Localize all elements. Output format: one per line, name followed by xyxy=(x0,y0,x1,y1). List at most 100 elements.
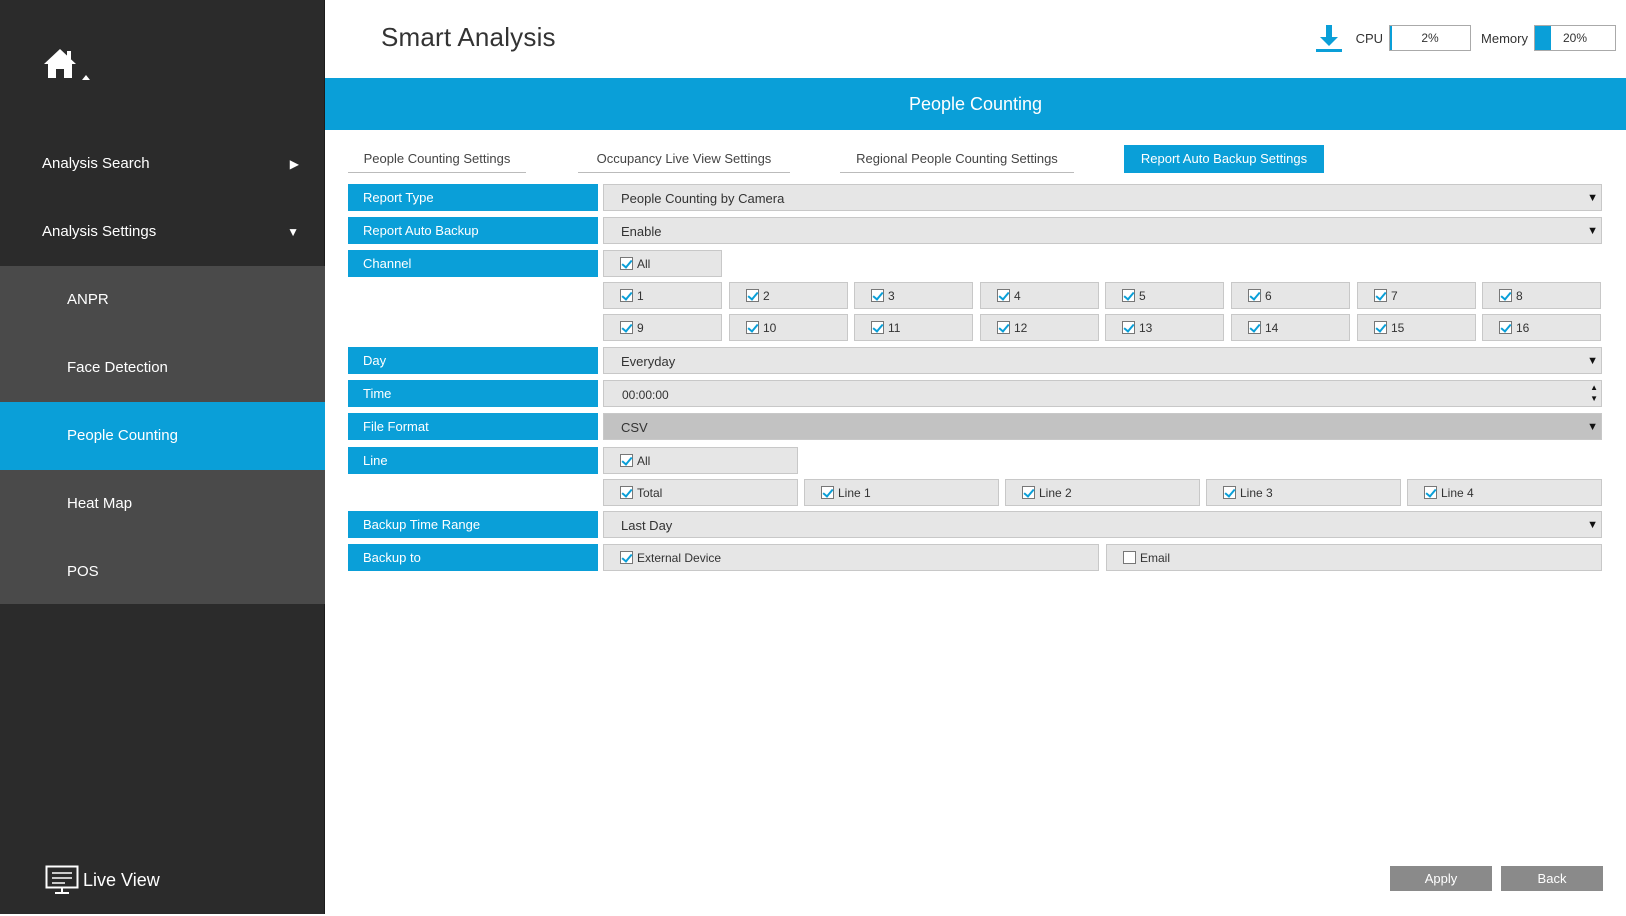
monitor-icon xyxy=(45,865,79,894)
checkbox-label: All xyxy=(637,453,651,468)
page-title: Smart Analysis xyxy=(381,22,556,52)
sidebar-item-analysis-search[interactable]: Analysis Search ▶ xyxy=(0,130,325,198)
cpu-meter: 2% xyxy=(1389,25,1472,51)
resource-monitor: CPU 2% Memory 20% xyxy=(1314,24,1616,52)
line-option-1-checkbox[interactable]: Line 1 xyxy=(804,479,999,506)
channel-6-checkbox[interactable]: 6 xyxy=(1231,282,1350,309)
file-format-label: File Format xyxy=(348,413,598,440)
checkbox-checked-icon xyxy=(1122,321,1135,334)
channel-2-checkbox[interactable]: 2 xyxy=(729,282,848,309)
memory-meter-fill xyxy=(1535,26,1551,50)
tab-report-auto-backup-settings[interactable]: Report Auto Backup Settings xyxy=(1124,145,1324,173)
checkbox-label: 4 xyxy=(1014,288,1021,303)
spinner-icon[interactable]: ▲ ▼ xyxy=(1590,383,1598,403)
sidebar-item-analysis-settings[interactable]: Analysis Settings ▼ xyxy=(0,198,325,266)
sidebar-item-label: Face Detection xyxy=(67,359,168,376)
report-auto-backup-select[interactable]: Enable ▼ xyxy=(603,217,1602,244)
line-option-2-checkbox[interactable]: Line 2 xyxy=(1005,479,1200,506)
sidebar-item-label: Heat Map xyxy=(67,495,133,512)
channel-9-checkbox[interactable]: 9 xyxy=(603,314,722,341)
checkbox-checked-icon xyxy=(620,321,633,334)
line-option-total-checkbox[interactable]: Total xyxy=(603,479,798,506)
sidebar-item-pos[interactable]: POS xyxy=(0,538,325,606)
live-view-label: Live View xyxy=(83,869,160,890)
file-format-value: CSV xyxy=(621,420,648,435)
channel-13-checkbox[interactable]: 13 xyxy=(1105,314,1224,341)
checkbox-checked-icon xyxy=(997,289,1010,302)
checkbox-label: 1 xyxy=(637,288,644,303)
line-all-checkbox[interactable]: All xyxy=(603,447,798,474)
channel-all-checkbox[interactable]: All xyxy=(603,250,722,277)
channel-15-checkbox[interactable]: 15 xyxy=(1357,314,1476,341)
checkbox-checked-icon xyxy=(1374,321,1387,334)
channel-16-checkbox[interactable]: 16 xyxy=(1482,314,1601,341)
sidebar-item-heat-map[interactable]: Heat Map xyxy=(0,470,325,538)
time-input[interactable]: 00:00:00 ▲ ▼ xyxy=(603,380,1602,407)
tab-occupancy-live-view-settings[interactable]: Occupancy Live View Settings xyxy=(578,145,790,173)
dropdown-arrow-icon: ▼ xyxy=(1587,355,1598,367)
sidebar-item-label: People Counting xyxy=(67,427,178,444)
download-icon[interactable] xyxy=(1314,23,1344,53)
dropdown-arrow-icon: ▼ xyxy=(1587,225,1598,237)
home-icon[interactable] xyxy=(42,46,94,86)
channel-5-checkbox[interactable]: 5 xyxy=(1105,282,1224,309)
backup-time-range-select[interactable]: Last Day ▼ xyxy=(603,511,1602,538)
channel-7-checkbox[interactable]: 7 xyxy=(1357,282,1476,309)
memory-meter: 20% xyxy=(1534,25,1616,51)
checkbox-label: 11 xyxy=(888,320,901,335)
back-button[interactable]: Back xyxy=(1501,866,1603,891)
time-value: 00:00:00 xyxy=(622,388,669,402)
checkbox-label: 2 xyxy=(763,288,770,303)
report-type-select[interactable]: People Counting by Camera ▼ xyxy=(603,184,1602,211)
channel-12-checkbox[interactable]: 12 xyxy=(980,314,1099,341)
sidebar-item-label: Analysis Search xyxy=(42,155,150,172)
dropdown-arrow-icon: ▼ xyxy=(1587,519,1598,531)
tab-regional-people-counting-settings[interactable]: Regional People Counting Settings xyxy=(840,145,1074,173)
chevron-right-icon: ▶ xyxy=(289,157,299,171)
checkbox-label: 9 xyxy=(637,320,644,335)
checkbox-label: Email xyxy=(1140,550,1171,565)
day-select[interactable]: Everyday ▼ xyxy=(603,347,1602,374)
live-view-button[interactable]: Live View xyxy=(45,864,160,896)
channel-3-checkbox[interactable]: 3 xyxy=(854,282,973,309)
channel-14-checkbox[interactable]: 14 xyxy=(1231,314,1350,341)
checkbox-checked-icon xyxy=(1248,321,1261,334)
report-type-value: People Counting by Camera xyxy=(621,191,785,206)
cpu-meter-fill xyxy=(1390,26,1392,50)
backup-to-email-checkbox[interactable]: Email xyxy=(1106,544,1602,571)
sidebar-item-face-detection[interactable]: Face Detection xyxy=(0,334,325,402)
channel-8-checkbox[interactable]: 8 xyxy=(1482,282,1601,309)
channel-11-checkbox[interactable]: 11 xyxy=(854,314,973,341)
checkbox-label: 3 xyxy=(888,288,895,303)
report-auto-backup-label: Report Auto Backup xyxy=(348,217,598,244)
sidebar: Analysis Search ▶ Analysis Settings ▼ AN… xyxy=(0,0,325,914)
sidebar-item-people-counting[interactable]: People Counting xyxy=(0,402,325,470)
channel-10-checkbox[interactable]: 10 xyxy=(729,314,848,341)
channel-4-checkbox[interactable]: 4 xyxy=(980,282,1099,309)
checkbox-label: Line 2 xyxy=(1039,485,1072,500)
report-auto-backup-value: Enable xyxy=(621,224,662,239)
cpu-value: 2% xyxy=(1421,31,1439,45)
checkbox-checked-icon xyxy=(997,321,1010,334)
memory-value: 20% xyxy=(1562,31,1588,45)
line-option-3-checkbox[interactable]: Line 3 xyxy=(1206,479,1401,506)
checkbox-checked-icon xyxy=(746,289,759,302)
checkbox-label: 5 xyxy=(1139,288,1146,303)
line-label: Line xyxy=(348,447,598,474)
sidebar-item-label: Analysis Settings xyxy=(42,223,157,240)
file-format-select[interactable]: CSV ▼ xyxy=(603,413,1602,440)
apply-button[interactable]: Apply xyxy=(1390,866,1492,891)
line-option-4-checkbox[interactable]: Line 4 xyxy=(1407,479,1602,506)
checkbox-checked-icon xyxy=(1223,486,1236,499)
checkbox-checked-icon xyxy=(620,257,633,270)
checkbox-label: Line 4 xyxy=(1441,485,1474,500)
checkbox-label: Total xyxy=(637,485,663,500)
tab-people-counting-settings[interactable]: People Counting Settings xyxy=(348,145,526,173)
channel-1-checkbox[interactable]: 1 xyxy=(603,282,722,309)
dropdown-arrow-icon: ▼ xyxy=(1587,192,1598,204)
backup-to-external-device-checkbox[interactable]: External Device xyxy=(603,544,1099,571)
checkbox-checked-icon xyxy=(620,486,633,499)
checkbox-label: Line 1 xyxy=(838,485,871,500)
sidebar-item-anpr[interactable]: ANPR xyxy=(0,266,325,334)
